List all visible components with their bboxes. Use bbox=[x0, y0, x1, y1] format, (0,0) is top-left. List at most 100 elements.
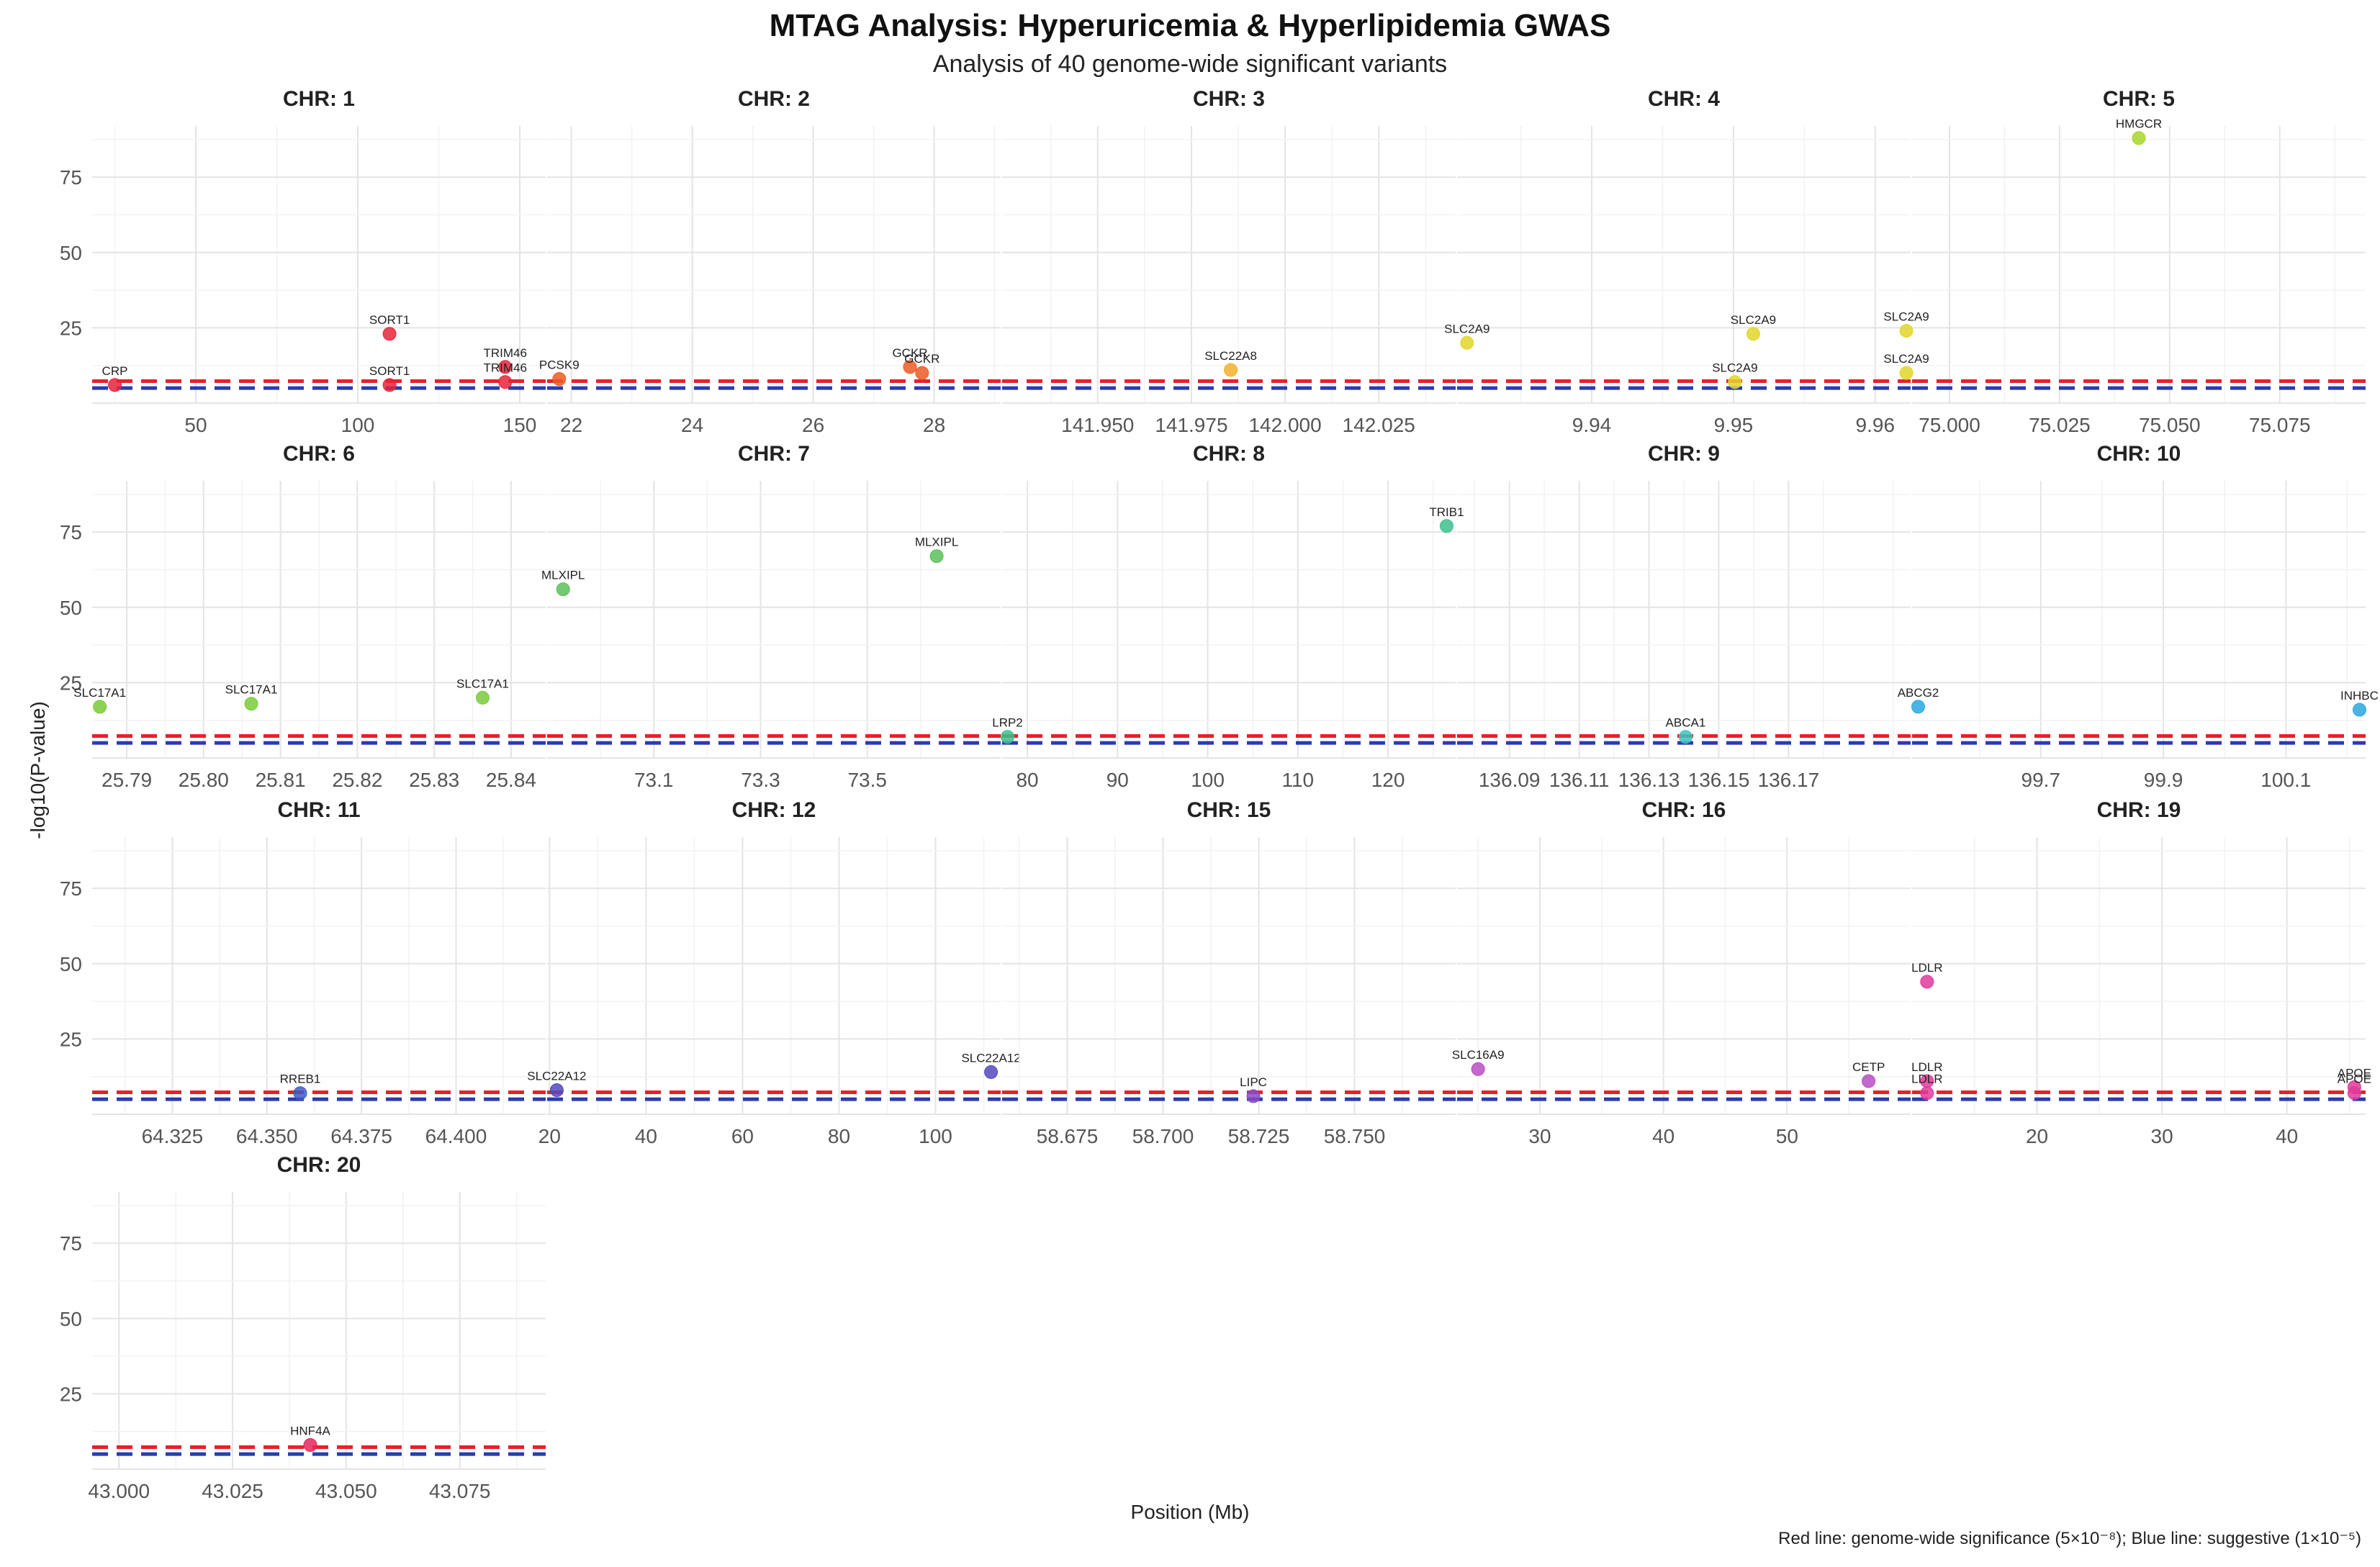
gene-label: INHBC bbox=[2340, 689, 2379, 703]
gene-label: TRIM46 bbox=[484, 346, 527, 360]
x-tick-label: 64.375 bbox=[330, 1125, 392, 1147]
x-tick-label: 25.80 bbox=[179, 769, 229, 791]
x-tick-label: 150 bbox=[503, 414, 537, 436]
y-tick-label: 25 bbox=[60, 317, 82, 339]
data-point bbox=[2352, 703, 2366, 717]
panel-chr-10: 99.7 99.9 100.1 CHR: 10 ABCG2 INHBC bbox=[1898, 442, 2379, 791]
x-tick-label: 141.975 bbox=[1155, 414, 1227, 436]
data-point bbox=[2132, 131, 2146, 145]
x-tick-label: 25.82 bbox=[332, 769, 382, 791]
data-point bbox=[1920, 975, 1934, 989]
x-tick-label: 100.1 bbox=[2260, 769, 2311, 791]
x-tick-label: 9.95 bbox=[1714, 414, 1754, 436]
panel-chr-11: 25 50 75 64.325 64.350 64.375 64.400 CHR: 11 RRE… bbox=[60, 798, 546, 1147]
panel-chr-12: 20 40 60 80 100 CHR: 12 SLC22A12 SLC22A12 bbox=[527, 798, 1020, 1147]
gene-label: GCKR bbox=[892, 346, 927, 360]
facet-title: CHR: 3 bbox=[1193, 87, 1265, 111]
x-tick-label: 40 bbox=[1652, 1125, 1674, 1147]
gene-label: SLC22A8 bbox=[1204, 349, 1257, 363]
x-tick-label: 50 bbox=[1776, 1125, 1798, 1147]
x-tick-label: 20 bbox=[538, 1125, 561, 1147]
x-tick-label: 9.94 bbox=[1572, 414, 1612, 436]
x-tick-label: 73.1 bbox=[634, 769, 674, 791]
data-point bbox=[1899, 366, 1914, 380]
x-tick-label: 64.350 bbox=[236, 1125, 298, 1147]
gene-label: CRP bbox=[102, 364, 128, 378]
x-tick-label: 100 bbox=[341, 414, 375, 436]
x-tick-label: 22 bbox=[560, 414, 582, 436]
gene-label: TRIM46 bbox=[484, 361, 527, 375]
gene-label: RREB1 bbox=[280, 1072, 321, 1086]
x-tick-label: 75.050 bbox=[2139, 414, 2201, 436]
data-point bbox=[1746, 327, 1760, 341]
facet-title: CHR: 15 bbox=[1187, 798, 1271, 822]
y-tick-label: 75 bbox=[60, 1232, 82, 1255]
gene-label: APOE bbox=[2338, 1072, 2371, 1086]
x-tick-label: 25.81 bbox=[256, 769, 306, 791]
x-tick-label: 25.79 bbox=[102, 769, 152, 791]
gene-label: SLC22A12 bbox=[961, 1051, 1020, 1065]
x-tick-label: 136.15 bbox=[1688, 769, 1750, 791]
y-tick-label: 50 bbox=[60, 953, 82, 975]
facet-title: CHR: 8 bbox=[1193, 442, 1265, 466]
y-tick-label: 75 bbox=[60, 521, 82, 543]
data-point bbox=[549, 1083, 564, 1098]
x-tick-label: 64.325 bbox=[142, 1125, 204, 1147]
x-tick-label: 100 bbox=[919, 1125, 952, 1147]
x-tick-label: 25.83 bbox=[409, 769, 459, 791]
gene-label: TRIB1 bbox=[1429, 505, 1464, 519]
chart-subtitle: Analysis of 40 genome-wide significant v… bbox=[933, 50, 1447, 78]
data-point bbox=[303, 1438, 317, 1453]
data-point bbox=[293, 1086, 307, 1101]
data-point bbox=[1439, 519, 1453, 533]
gene-label: PCSK9 bbox=[539, 358, 580, 372]
x-tick-label: 24 bbox=[681, 414, 703, 436]
facet-title: CHR: 6 bbox=[283, 442, 355, 466]
x-tick-label: 58.700 bbox=[1132, 1125, 1194, 1147]
x-tick-label: 43.075 bbox=[429, 1480, 491, 1502]
data-point bbox=[475, 690, 490, 705]
gene-label: LRP2 bbox=[992, 716, 1023, 730]
x-tick-label: 120 bbox=[1371, 769, 1405, 791]
data-point bbox=[108, 378, 122, 392]
facet-title: CHR: 5 bbox=[2103, 87, 2175, 111]
panel-chr-16: 30 40 50 CHR: 16 SLC16A9 CETP bbox=[1452, 798, 1911, 1147]
x-tick-label: 73.3 bbox=[741, 769, 780, 791]
data-point bbox=[556, 582, 570, 597]
facet-title: CHR: 4 bbox=[1648, 87, 1720, 111]
x-tick-label: 58.675 bbox=[1037, 1125, 1099, 1147]
gene-label: SLC17A1 bbox=[456, 677, 509, 690]
x-tick-label: 73.5 bbox=[847, 769, 887, 791]
y-tick-label: 25 bbox=[60, 672, 82, 694]
data-point bbox=[1899, 324, 1914, 338]
data-point bbox=[1001, 730, 1015, 744]
data-point bbox=[382, 378, 397, 392]
x-tick-label: 110 bbox=[1281, 769, 1314, 791]
data-point bbox=[93, 700, 107, 714]
x-tick-label: 40 bbox=[2276, 1125, 2298, 1147]
x-tick-label: 99.9 bbox=[2144, 769, 2183, 791]
x-tick-label: 136.09 bbox=[1479, 769, 1541, 791]
data-point bbox=[1246, 1089, 1261, 1103]
x-tick-label: 30 bbox=[2151, 1125, 2173, 1147]
x-tick-label: 75.075 bbox=[2249, 414, 2311, 436]
gene-label: MLXIPL bbox=[541, 569, 585, 582]
threshold-caption: Red line: genome-wide significance (5×10… bbox=[1778, 1529, 2361, 1548]
gene-label: CETP bbox=[1852, 1060, 1885, 1074]
x-tick-label: 25.84 bbox=[486, 769, 536, 791]
facet-title: CHR: 1 bbox=[283, 87, 355, 111]
panel-chr-4: 9.94 9.95 9.96 CHR: 4 SLC2A9 SLC2A9 SLC2A9 SLC2… bbox=[1444, 87, 1929, 436]
facet-title: CHR: 2 bbox=[738, 87, 810, 111]
data-point bbox=[498, 360, 513, 374]
x-tick-label: 136.11 bbox=[1549, 769, 1610, 791]
facet-title: CHR: 19 bbox=[2097, 798, 2181, 822]
gene-label: LDLR bbox=[1911, 1060, 1942, 1074]
x-tick-label: 100 bbox=[1191, 769, 1225, 791]
gene-label: LDLR bbox=[1911, 1072, 1942, 1086]
panel-chr-3: 141.950 141.975 142.000 142.025 CHR: 3 SLC22A… bbox=[1002, 87, 1456, 436]
x-tick-label: 9.96 bbox=[1856, 414, 1896, 436]
panel-chr-5: 75.000 75.025 75.050 75.075 CHR: 5 HMGCR bbox=[1912, 87, 2366, 436]
